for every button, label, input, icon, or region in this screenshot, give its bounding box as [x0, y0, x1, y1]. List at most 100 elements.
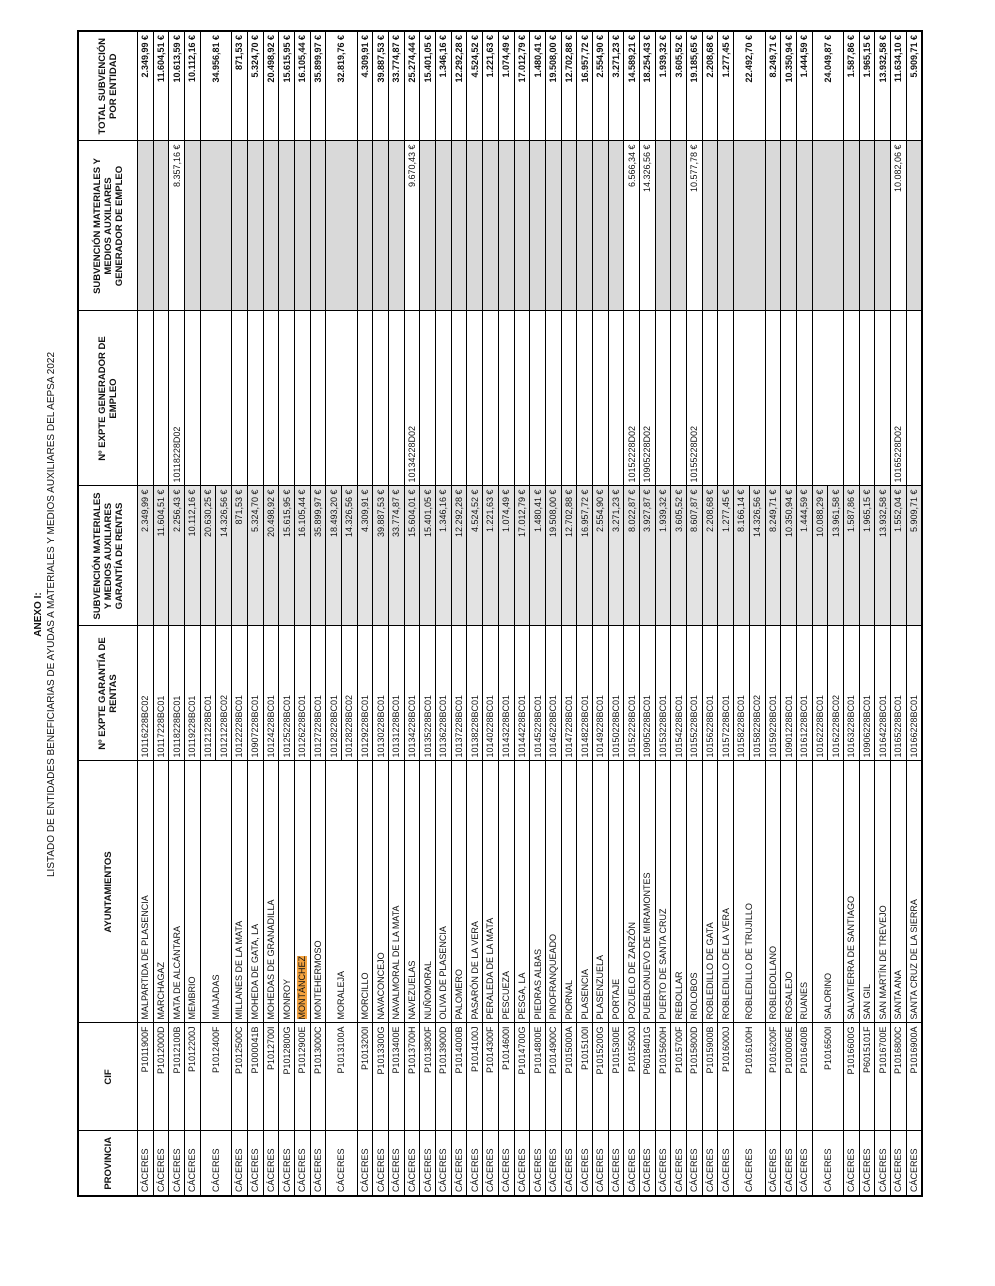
ayuntamiento-cell: MOHEDA DE GATA, LA: [247, 761, 263, 1023]
ge-subvencion-cell: [184, 141, 201, 311]
ayuntamiento-cell: SALVATIERRA DE SANTIAGO: [843, 761, 860, 1023]
cif-cell: P1015200G: [592, 1023, 609, 1131]
ge-expte-cell: [231, 311, 248, 486]
cif-cell: P1013800F: [419, 1023, 436, 1131]
gr-subvencion-cell: 3.605,52 €: [670, 486, 687, 626]
cif-cell: P1000041B: [247, 1023, 263, 1131]
cif-cell: P1015600H: [655, 1023, 671, 1131]
table-row: CÁCERES P1016900A SANTA CRUZ DE LA SIERRA 1…: [906, 31, 923, 1196]
gr-expte-cell: 10154228BC01: [670, 626, 687, 761]
gr-subvencion-cell: 20.630,25 €: [200, 486, 216, 626]
ayuntamiento-name: PLASENZUELA: [595, 954, 606, 1020]
total-cell: 25.274,44 €: [404, 31, 420, 141]
column-header: CIF: [78, 1023, 138, 1131]
gr-subvencion-cell: 33.774,87 €: [388, 486, 405, 626]
provincia-cell: CÁCERES: [388, 1131, 405, 1196]
provincia-cell: CÁCERES: [670, 1131, 687, 1196]
table-row: CÁCERES P6018401G PUEBLONUEVO DE MIRAMONTE…: [639, 31, 656, 1196]
total-cell: 5.909,71 €: [906, 31, 923, 141]
ge-expte-cell: [357, 311, 373, 486]
gr-subvencion-cell: 13.932,58 €: [874, 486, 891, 626]
total-cell: 1.480,41 €: [529, 31, 546, 141]
table-row: CÁCERES P1016600G SALVATIERRA DE SANTIAGO 1…: [843, 31, 860, 1196]
provincia-cell: CÁCERES: [137, 1131, 154, 1196]
cif-cell: P1013000C: [310, 1023, 326, 1131]
table-row: CÁCERES P1011900F MALPARTIDA DE PLASENCIA 1…: [137, 31, 154, 1196]
ge-subvencion-cell: [874, 141, 891, 311]
table-row: CÁCERES P1015100I PLASENCIA 10148228BC01 16.…: [576, 31, 593, 1196]
ge-expte-cell: [655, 311, 671, 486]
gr-expte-cell: 10907228BC01: [247, 626, 263, 761]
ayuntamiento-cell: PALOMERO: [451, 761, 467, 1023]
ayuntamiento-cell: PORTAJE: [608, 761, 624, 1023]
ge-expte-cell: [843, 311, 860, 486]
total-cell: 10.350,94 €: [780, 31, 797, 141]
subtitle: LISTADO DE ENTIDADES BENEFICIARIAS DE AY…: [46, 352, 57, 877]
cif-cell: P1015100I: [576, 1023, 593, 1131]
ge-subvencion-cell: [388, 141, 405, 311]
gr-expte-cell: 10148228BC01: [576, 626, 593, 761]
column-header: Nº EXPTE GARANTÍA DE RENTAS: [78, 626, 138, 761]
table: PROVINCIA CIF AYUNTAMIENTOS Nº EXPTE GARANT…: [77, 30, 924, 1197]
gr-expte-cell: 10152228BC01: [623, 626, 640, 761]
ayuntamiento-cell: MIAJADAS: [200, 761, 232, 1023]
ayuntamiento-cell: MARCHAGAZ: [153, 761, 169, 1023]
table-row: CÁCERES P1015200G PLASENZUELA 10149228BC01 2…: [592, 31, 609, 1196]
ge-expte-cell: [247, 311, 263, 486]
ge-expte-cell: [137, 311, 154, 486]
gr-subvencion-cell: 4.309,91 €: [357, 486, 373, 626]
ayuntamiento-cell: PUEBLONUEVO DE MIRAMONTES: [639, 761, 656, 1023]
total-cell: 12.702,88 €: [561, 31, 577, 141]
ayuntamiento-cell: NAVALMORAL DE LA MATA: [388, 761, 405, 1023]
ge-expte-cell: 10118228D02: [168, 311, 185, 486]
table-row: CÁCERES P1015700F REBOLLAR 10154228BC01 3.60…: [670, 31, 687, 1196]
provincia-cell: CÁCERES: [608, 1131, 624, 1196]
provincia-cell: CÁCERES: [419, 1131, 436, 1196]
provincia-cell: CÁCERES: [247, 1131, 263, 1196]
gr-subvencion-cell: 3.927,87 €: [639, 486, 656, 626]
ayuntamiento-cell: SAN GIL: [859, 761, 875, 1023]
cif-cell: P1014300F: [482, 1023, 499, 1131]
total-cell: 1.221,63 €: [482, 31, 499, 141]
cif-cell: P1011900F: [137, 1023, 154, 1131]
cif-cell: P1014600I: [498, 1023, 514, 1131]
total-cell: 39.887,53 €: [372, 31, 389, 141]
gr-subvencion-cell: 14.326,56 €: [215, 486, 232, 626]
table-row: CÁCERES P6015101F SAN GIL 10906228BC01 1.965…: [859, 31, 875, 1196]
cif-cell: P1016800C: [890, 1023, 907, 1131]
total-cell: 871,53 €: [231, 31, 248, 141]
ayuntamiento-cell: MALPARTIDA DE PLASENCIA: [137, 761, 154, 1023]
gr-expte-cell: 10116228BC02: [137, 626, 154, 761]
ge-expte-cell: [906, 311, 923, 486]
table-row: CÁCERES P1013000C MONTEHERMOSO 10127228BC01…: [310, 31, 326, 1196]
total-cell: 3.605,52 €: [670, 31, 687, 141]
ge-expte-cell: [859, 311, 875, 486]
table-row: CÁCERES P1014800E PIEDRAS ALBAS 10145228BC0…: [529, 31, 546, 1196]
ge-subvencion-cell: [812, 141, 844, 311]
ge-expte-cell: [780, 311, 797, 486]
gr-subvencion-cell: 12.702,88 €: [561, 486, 577, 626]
ge-subvencion-cell: [372, 141, 389, 311]
ayuntamiento-name: MONTÁNCHEZ: [297, 956, 308, 1020]
table-row: CÁCERES P1012900E MONTÁNCHEZ 10126228BC01 16…: [294, 31, 311, 1196]
gr-expte-cell: 10155228BC01: [686, 626, 703, 761]
table-row: CÁCERES P1012500C MILLANES DE LA MATA 10122…: [231, 31, 248, 1196]
ayuntamiento-cell: RIOLOBOS: [686, 761, 703, 1023]
ge-subvencion-cell: 10.577,78 €: [686, 141, 703, 311]
gr-subvencion-cell: 12.292,28 €: [451, 486, 467, 626]
total-cell: 19.508,00 €: [545, 31, 562, 141]
ge-expte-cell: [372, 311, 389, 486]
total-cell: 16.957,72 €: [576, 31, 593, 141]
table-row: CÁCERES P1012400F MIAJADAS 10121228BC01 20.6…: [200, 31, 232, 1196]
ge-expte-cell: [184, 311, 201, 486]
ayuntamiento-cell: PLASENZUELA: [592, 761, 609, 1023]
ge-expte-cell: [733, 311, 765, 486]
table-row: CÁCERES P1016400B RUANES 10161228BC01 1.444,…: [796, 31, 813, 1196]
total-cell: 11.604,51 €: [153, 31, 169, 141]
provincia-cell: CÁCERES: [655, 1131, 671, 1196]
table-row: CÁCERES P1013900D OLIVA DE PLASENCIA 101362…: [435, 31, 452, 1196]
cif-cell: P1012000D: [153, 1023, 169, 1131]
gr-subvencion-cell: 2.208,68 €: [702, 486, 718, 626]
header-row: PROVINCIA CIF AYUNTAMIENTOS Nº EXPTE GARANT…: [78, 31, 138, 1196]
